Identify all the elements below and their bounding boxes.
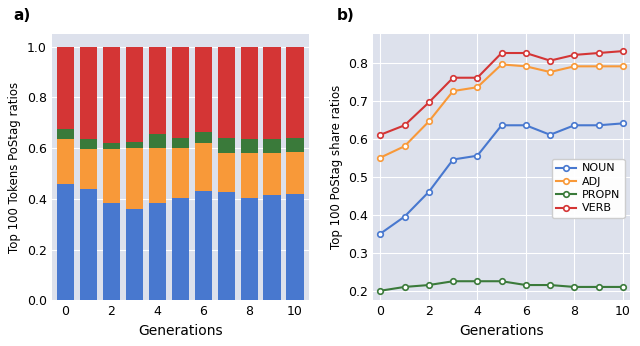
PROPN bbox=[595, 285, 602, 289]
Bar bbox=[241, 139, 258, 153]
Bar bbox=[80, 47, 97, 139]
Bar bbox=[195, 191, 212, 300]
Bar bbox=[287, 194, 303, 300]
PROPN bbox=[570, 285, 578, 289]
Bar bbox=[287, 47, 303, 138]
Bar bbox=[126, 47, 143, 142]
Bar bbox=[103, 143, 120, 149]
NOUN bbox=[474, 154, 481, 158]
ADJ bbox=[595, 64, 602, 69]
NOUN bbox=[547, 133, 554, 137]
Bar bbox=[103, 149, 120, 203]
Bar bbox=[57, 129, 74, 139]
Line: VERB: VERB bbox=[378, 48, 626, 138]
NOUN bbox=[522, 123, 530, 127]
Bar bbox=[241, 47, 258, 139]
Bar bbox=[172, 47, 189, 138]
Bar bbox=[103, 47, 120, 143]
ADJ bbox=[474, 85, 481, 89]
PROPN bbox=[401, 285, 408, 289]
PROPN bbox=[547, 283, 554, 287]
VERB bbox=[570, 53, 578, 57]
VERB bbox=[401, 123, 408, 127]
Y-axis label: Top 100 PoStag share ratios: Top 100 PoStag share ratios bbox=[330, 85, 342, 249]
VERB bbox=[595, 51, 602, 55]
NOUN bbox=[401, 215, 408, 219]
VERB bbox=[619, 49, 627, 53]
Line: PROPN: PROPN bbox=[378, 279, 626, 293]
Y-axis label: Top 100 Tokens PoStag ratios: Top 100 Tokens PoStag ratios bbox=[8, 82, 21, 253]
Bar bbox=[148, 134, 166, 148]
Bar bbox=[218, 153, 235, 192]
Bar bbox=[57, 139, 74, 184]
NOUN bbox=[376, 231, 384, 236]
PROPN bbox=[498, 279, 506, 283]
NOUN bbox=[449, 157, 457, 162]
Bar bbox=[241, 198, 258, 300]
Bar bbox=[172, 138, 189, 148]
VERB bbox=[522, 51, 530, 55]
Bar bbox=[264, 153, 281, 195]
Bar bbox=[126, 209, 143, 300]
PROPN bbox=[449, 279, 457, 283]
NOUN bbox=[570, 123, 578, 127]
Bar bbox=[57, 47, 74, 129]
PROPN bbox=[376, 289, 384, 293]
ADJ bbox=[401, 144, 408, 148]
Text: b): b) bbox=[337, 8, 355, 23]
ADJ bbox=[547, 70, 554, 74]
Bar bbox=[264, 139, 281, 153]
Line: NOUN: NOUN bbox=[378, 121, 626, 236]
Bar bbox=[57, 184, 74, 300]
Text: a): a) bbox=[13, 8, 31, 23]
Bar bbox=[172, 198, 189, 300]
Bar bbox=[103, 203, 120, 300]
VERB bbox=[547, 58, 554, 63]
Bar bbox=[80, 189, 97, 300]
Bar bbox=[195, 131, 212, 143]
Bar bbox=[218, 138, 235, 153]
Bar bbox=[80, 139, 97, 149]
Bar bbox=[80, 149, 97, 189]
NOUN bbox=[425, 190, 433, 194]
Bar bbox=[195, 47, 212, 131]
Bar bbox=[148, 203, 166, 300]
Legend: NOUN, ADJ, PROPN, VERB: NOUN, ADJ, PROPN, VERB bbox=[552, 159, 625, 218]
VERB bbox=[474, 76, 481, 80]
PROPN bbox=[522, 283, 530, 287]
VERB bbox=[425, 100, 433, 104]
Bar bbox=[148, 47, 166, 134]
X-axis label: Generations: Generations bbox=[138, 324, 223, 338]
Bar bbox=[264, 195, 281, 300]
PROPN bbox=[619, 285, 627, 289]
Bar bbox=[126, 148, 143, 209]
PROPN bbox=[425, 283, 433, 287]
X-axis label: Generations: Generations bbox=[460, 324, 544, 338]
Line: ADJ: ADJ bbox=[378, 62, 626, 161]
ADJ bbox=[522, 64, 530, 69]
ADJ bbox=[619, 64, 627, 69]
ADJ bbox=[570, 64, 578, 69]
VERB bbox=[449, 76, 457, 80]
Bar bbox=[241, 153, 258, 198]
Bar bbox=[218, 192, 235, 300]
Bar bbox=[148, 148, 166, 203]
Bar bbox=[172, 148, 189, 198]
Bar bbox=[287, 152, 303, 194]
ADJ bbox=[498, 62, 506, 66]
Bar bbox=[287, 138, 303, 152]
PROPN bbox=[474, 279, 481, 283]
Bar bbox=[264, 47, 281, 139]
VERB bbox=[376, 133, 384, 137]
ADJ bbox=[449, 89, 457, 93]
Bar bbox=[126, 142, 143, 148]
NOUN bbox=[595, 123, 602, 127]
ADJ bbox=[425, 119, 433, 124]
Bar bbox=[195, 143, 212, 191]
NOUN bbox=[619, 121, 627, 126]
NOUN bbox=[498, 123, 506, 127]
ADJ bbox=[376, 156, 384, 160]
VERB bbox=[498, 51, 506, 55]
Bar bbox=[218, 47, 235, 138]
